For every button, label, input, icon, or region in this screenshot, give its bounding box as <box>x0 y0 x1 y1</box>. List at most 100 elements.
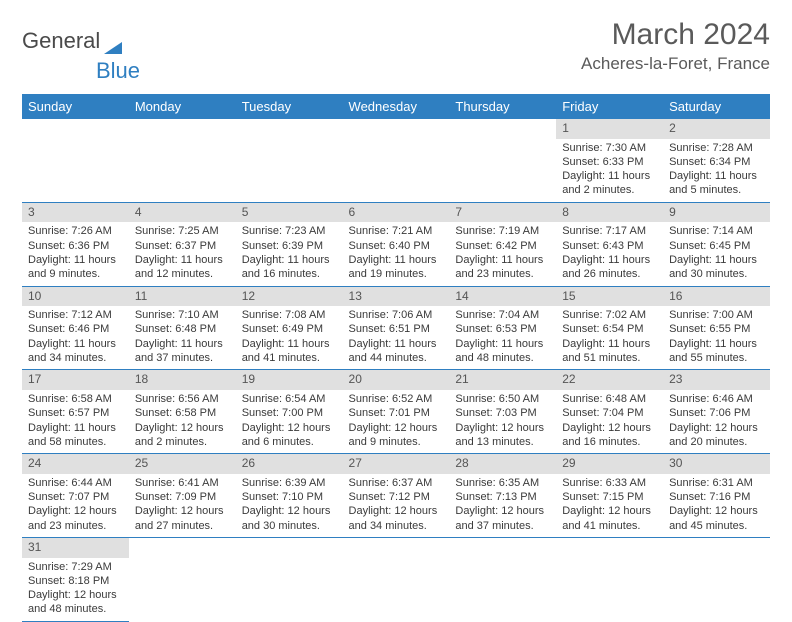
cell-body: Sunrise: 6:35 AMSunset: 7:13 PMDaylight:… <box>449 474 556 537</box>
daylight-line-2: and 12 minutes. <box>135 267 230 281</box>
daynum-bar: 4 <box>129 203 236 223</box>
daylight-line-1: Daylight: 12 hours <box>349 421 444 435</box>
sunset-line: Sunset: 6:48 PM <box>135 322 230 336</box>
daynum-bar: 30 <box>663 454 770 474</box>
cell-body: Sunrise: 7:29 AMSunset: 8:18 PMDaylight:… <box>22 558 129 621</box>
daylight-line-2: and 16 minutes. <box>562 435 657 449</box>
daynum-bar-empty <box>449 538 556 558</box>
daylight-line-2: and 30 minutes. <box>242 519 337 533</box>
daylight-line-1: Daylight: 11 hours <box>135 337 230 351</box>
week-row: 31Sunrise: 7:29 AMSunset: 8:18 PMDayligh… <box>22 537 770 621</box>
cell-body: Sunrise: 7:10 AMSunset: 6:48 PMDaylight:… <box>129 306 236 369</box>
daylight-line-2: and 41 minutes. <box>562 519 657 533</box>
day-cell <box>236 537 343 621</box>
sunrise-line: Sunrise: 7:26 AM <box>28 224 123 238</box>
sunrise-line: Sunrise: 6:50 AM <box>455 392 550 406</box>
sunset-line: Sunset: 6:49 PM <box>242 322 337 336</box>
sunrise-line: Sunrise: 6:33 AM <box>562 476 657 490</box>
sunrise-line: Sunrise: 7:04 AM <box>455 308 550 322</box>
daynum-bar-empty <box>556 538 663 558</box>
sunrise-line: Sunrise: 7:02 AM <box>562 308 657 322</box>
daynum-bar-empty <box>236 119 343 139</box>
sunset-line: Sunset: 6:57 PM <box>28 406 123 420</box>
daylight-line-2: and 34 minutes. <box>28 351 123 365</box>
daynum-bar: 21 <box>449 370 556 390</box>
sunset-line: Sunset: 6:51 PM <box>349 322 444 336</box>
sunset-line: Sunset: 6:55 PM <box>669 322 764 336</box>
sunset-line: Sunset: 6:36 PM <box>28 239 123 253</box>
sunset-line: Sunset: 6:39 PM <box>242 239 337 253</box>
cell-body-empty <box>343 558 450 616</box>
day-cell: 1Sunrise: 7:30 AMSunset: 6:33 PMDaylight… <box>556 119 663 202</box>
daynum-bar: 8 <box>556 203 663 223</box>
cell-body-empty <box>236 139 343 197</box>
sunset-line: Sunset: 7:13 PM <box>455 490 550 504</box>
day-cell <box>129 119 236 202</box>
sunrise-line: Sunrise: 7:30 AM <box>562 141 657 155</box>
cell-body: Sunrise: 6:52 AMSunset: 7:01 PMDaylight:… <box>343 390 450 453</box>
day-cell: 31Sunrise: 7:29 AMSunset: 8:18 PMDayligh… <box>22 537 129 621</box>
sunrise-line: Sunrise: 7:17 AM <box>562 224 657 238</box>
daylight-line-2: and 23 minutes. <box>455 267 550 281</box>
day-cell <box>236 119 343 202</box>
day-cell: 25Sunrise: 6:41 AMSunset: 7:09 PMDayligh… <box>129 454 236 538</box>
day-header-row: Sunday Monday Tuesday Wednesday Thursday… <box>22 94 770 119</box>
cell-body: Sunrise: 6:56 AMSunset: 6:58 PMDaylight:… <box>129 390 236 453</box>
cell-body: Sunrise: 7:00 AMSunset: 6:55 PMDaylight:… <box>663 306 770 369</box>
logo-triangle-icon <box>104 34 122 48</box>
day-cell: 16Sunrise: 7:00 AMSunset: 6:55 PMDayligh… <box>663 286 770 370</box>
week-row: 17Sunrise: 6:58 AMSunset: 6:57 PMDayligh… <box>22 370 770 454</box>
daynum-bar-empty <box>236 538 343 558</box>
cell-body: Sunrise: 7:08 AMSunset: 6:49 PMDaylight:… <box>236 306 343 369</box>
daylight-line-1: Daylight: 12 hours <box>28 504 123 518</box>
cell-body-empty <box>663 558 770 616</box>
cell-body-empty <box>236 558 343 616</box>
daynum-bar: 31 <box>22 538 129 558</box>
daynum-bar: 20 <box>343 370 450 390</box>
daynum-bar: 13 <box>343 287 450 307</box>
sunset-line: Sunset: 7:01 PM <box>349 406 444 420</box>
daynum-bar-empty <box>449 119 556 139</box>
sunset-line: Sunset: 6:40 PM <box>349 239 444 253</box>
daylight-line-2: and 45 minutes. <box>669 519 764 533</box>
daylight-line-1: Daylight: 11 hours <box>28 337 123 351</box>
col-saturday: Saturday <box>663 94 770 119</box>
daylight-line-1: Daylight: 12 hours <box>242 421 337 435</box>
sunset-line: Sunset: 6:37 PM <box>135 239 230 253</box>
calendar-body: 1Sunrise: 7:30 AMSunset: 6:33 PMDaylight… <box>22 119 770 621</box>
daynum-bar-empty <box>129 538 236 558</box>
daynum-bar-empty <box>663 538 770 558</box>
cell-body: Sunrise: 7:26 AMSunset: 6:36 PMDaylight:… <box>22 222 129 285</box>
day-cell: 14Sunrise: 7:04 AMSunset: 6:53 PMDayligh… <box>449 286 556 370</box>
sunset-line: Sunset: 6:34 PM <box>669 155 764 169</box>
daynum-bar: 18 <box>129 370 236 390</box>
daynum-bar: 11 <box>129 287 236 307</box>
daynum-bar: 14 <box>449 287 556 307</box>
calendar-table: Sunday Monday Tuesday Wednesday Thursday… <box>22 94 770 622</box>
sunset-line: Sunset: 7:16 PM <box>669 490 764 504</box>
daynum-bar-empty <box>22 119 129 139</box>
daylight-line-2: and 9 minutes. <box>28 267 123 281</box>
daylight-line-2: and 23 minutes. <box>28 519 123 533</box>
cell-body: Sunrise: 7:04 AMSunset: 6:53 PMDaylight:… <box>449 306 556 369</box>
daylight-line-1: Daylight: 12 hours <box>669 504 764 518</box>
sunset-line: Sunset: 6:33 PM <box>562 155 657 169</box>
day-cell <box>449 119 556 202</box>
sunset-line: Sunset: 7:07 PM <box>28 490 123 504</box>
day-cell <box>129 537 236 621</box>
cell-body: Sunrise: 7:06 AMSunset: 6:51 PMDaylight:… <box>343 306 450 369</box>
daynum-bar-empty <box>343 538 450 558</box>
day-cell: 7Sunrise: 7:19 AMSunset: 6:42 PMDaylight… <box>449 202 556 286</box>
cell-body-empty <box>449 558 556 616</box>
daylight-line-2: and 30 minutes. <box>669 267 764 281</box>
day-cell: 26Sunrise: 6:39 AMSunset: 7:10 PMDayligh… <box>236 454 343 538</box>
cell-body-empty <box>556 558 663 616</box>
week-row: 24Sunrise: 6:44 AMSunset: 7:07 PMDayligh… <box>22 454 770 538</box>
daylight-line-2: and 26 minutes. <box>562 267 657 281</box>
cell-body: Sunrise: 6:41 AMSunset: 7:09 PMDaylight:… <box>129 474 236 537</box>
sunset-line: Sunset: 7:15 PM <box>562 490 657 504</box>
daynum-bar: 15 <box>556 287 663 307</box>
sunset-line: Sunset: 7:04 PM <box>562 406 657 420</box>
sunset-line: Sunset: 7:10 PM <box>242 490 337 504</box>
day-cell: 15Sunrise: 7:02 AMSunset: 6:54 PMDayligh… <box>556 286 663 370</box>
